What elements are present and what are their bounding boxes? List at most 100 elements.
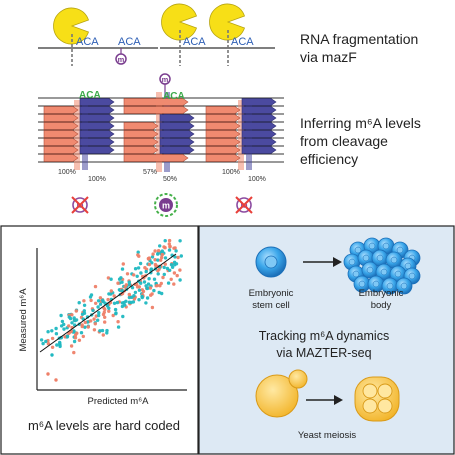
scatter-point — [82, 299, 86, 303]
dynamics-title: Tracking m⁶A dynamics — [259, 329, 389, 343]
read-arrow — [205, 106, 241, 114]
read-arrow — [43, 154, 79, 162]
scatter-point — [150, 305, 155, 310]
scatter-point — [54, 332, 59, 336]
scatter-point — [149, 293, 153, 297]
read-arrow — [241, 98, 277, 106]
scatter-point — [120, 267, 125, 271]
scatter-point — [116, 320, 120, 324]
scatter-point — [147, 256, 151, 260]
inference-title: from cleavage — [300, 133, 388, 149]
scatter-point — [166, 281, 171, 285]
read-arrow — [43, 122, 79, 130]
x-axis-label: Predicted m⁶A — [88, 396, 150, 407]
scatter-point — [163, 262, 167, 266]
read-arrow — [43, 130, 79, 138]
scatter-point — [142, 280, 147, 284]
scatter-point — [120, 304, 125, 309]
read-arrow — [205, 138, 241, 146]
scatter-point — [155, 283, 159, 288]
scatter-point — [163, 256, 168, 260]
scatter-point — [151, 252, 155, 256]
scatter-point — [145, 286, 149, 291]
read-arrow — [79, 122, 115, 130]
mazf-schematic: ACA ACA ACA ACA m RNA fragmentation via … — [38, 3, 421, 167]
arrow-icon — [306, 395, 343, 405]
modified-detected-icon: m — [154, 193, 178, 217]
read-arrow — [79, 98, 115, 106]
scatter-point — [103, 320, 107, 324]
scatter-point — [124, 299, 128, 303]
scatter-point — [74, 309, 79, 313]
read-arrow — [205, 154, 241, 162]
scatter-point — [125, 272, 130, 276]
motif-label: ACA — [76, 36, 99, 48]
motif-label: ACA — [79, 90, 101, 101]
scatter-point — [101, 312, 106, 317]
read-arrow — [123, 98, 189, 106]
scatter-point — [170, 265, 175, 269]
motif-label: ACA — [163, 91, 185, 102]
scatter-point — [127, 295, 132, 300]
scatter-point — [115, 300, 120, 305]
read-arrow — [159, 146, 195, 154]
scatter-point — [127, 300, 132, 304]
scatter-point — [109, 289, 114, 293]
scatter-point — [92, 317, 96, 321]
scatter-point — [163, 239, 167, 243]
scatter-point — [156, 252, 160, 256]
scatter-point — [93, 322, 98, 326]
scatter-point — [156, 269, 160, 273]
scatter-point — [70, 313, 74, 317]
scatter-point — [75, 331, 79, 335]
scatter-point — [153, 258, 157, 262]
scatter-point — [89, 298, 93, 303]
read-arrow — [123, 154, 189, 162]
scatter-point — [98, 302, 103, 306]
scatter-point — [147, 262, 152, 267]
scatter-point — [106, 297, 110, 302]
embryonic-stem-cell-icon — [255, 246, 287, 278]
embryonic-body-label: Embryonic — [359, 288, 404, 299]
stem-cell-label: Embryonic — [249, 288, 294, 299]
scatter-point — [96, 318, 100, 322]
scatter-point — [50, 345, 55, 349]
read-arrow — [43, 106, 79, 114]
scatter-point — [101, 333, 106, 337]
scatter-point — [100, 328, 105, 333]
read-arrow — [79, 106, 115, 114]
scatter-point — [70, 321, 74, 325]
scatter-point — [179, 254, 183, 258]
scatter-point — [67, 324, 71, 328]
svg-text:m: m — [162, 201, 170, 211]
scatter-point — [136, 266, 141, 270]
scatter-point — [137, 285, 141, 289]
scatter-point — [121, 314, 125, 319]
scatter-point — [139, 281, 143, 285]
read-arrow — [159, 122, 195, 130]
cleavage-percent: 50% — [163, 176, 177, 183]
read-arrow — [43, 138, 79, 146]
scatter-point — [82, 303, 87, 307]
read-arrow — [159, 130, 195, 138]
scatter-point — [97, 313, 101, 318]
scatter-point — [178, 268, 182, 272]
read-arrow — [79, 138, 115, 146]
scatter-point — [130, 295, 134, 299]
mazf-enzyme-icon — [53, 7, 90, 45]
scatter-point — [124, 283, 129, 287]
scatter-point — [156, 272, 160, 276]
scatter-point — [121, 262, 126, 266]
scatter-point — [39, 338, 44, 342]
scatter-point — [174, 249, 178, 253]
scatter-point — [80, 312, 85, 316]
scatter-point — [80, 323, 84, 327]
yeast-label: Yeast meiosis — [298, 430, 357, 441]
scatter-point — [83, 325, 87, 329]
scatter-point — [44, 339, 48, 344]
scatter-point — [107, 309, 111, 313]
scatter-points — [39, 238, 183, 382]
scatter-point — [137, 288, 142, 292]
scatter-point — [159, 258, 163, 262]
scatter-point — [46, 330, 50, 334]
